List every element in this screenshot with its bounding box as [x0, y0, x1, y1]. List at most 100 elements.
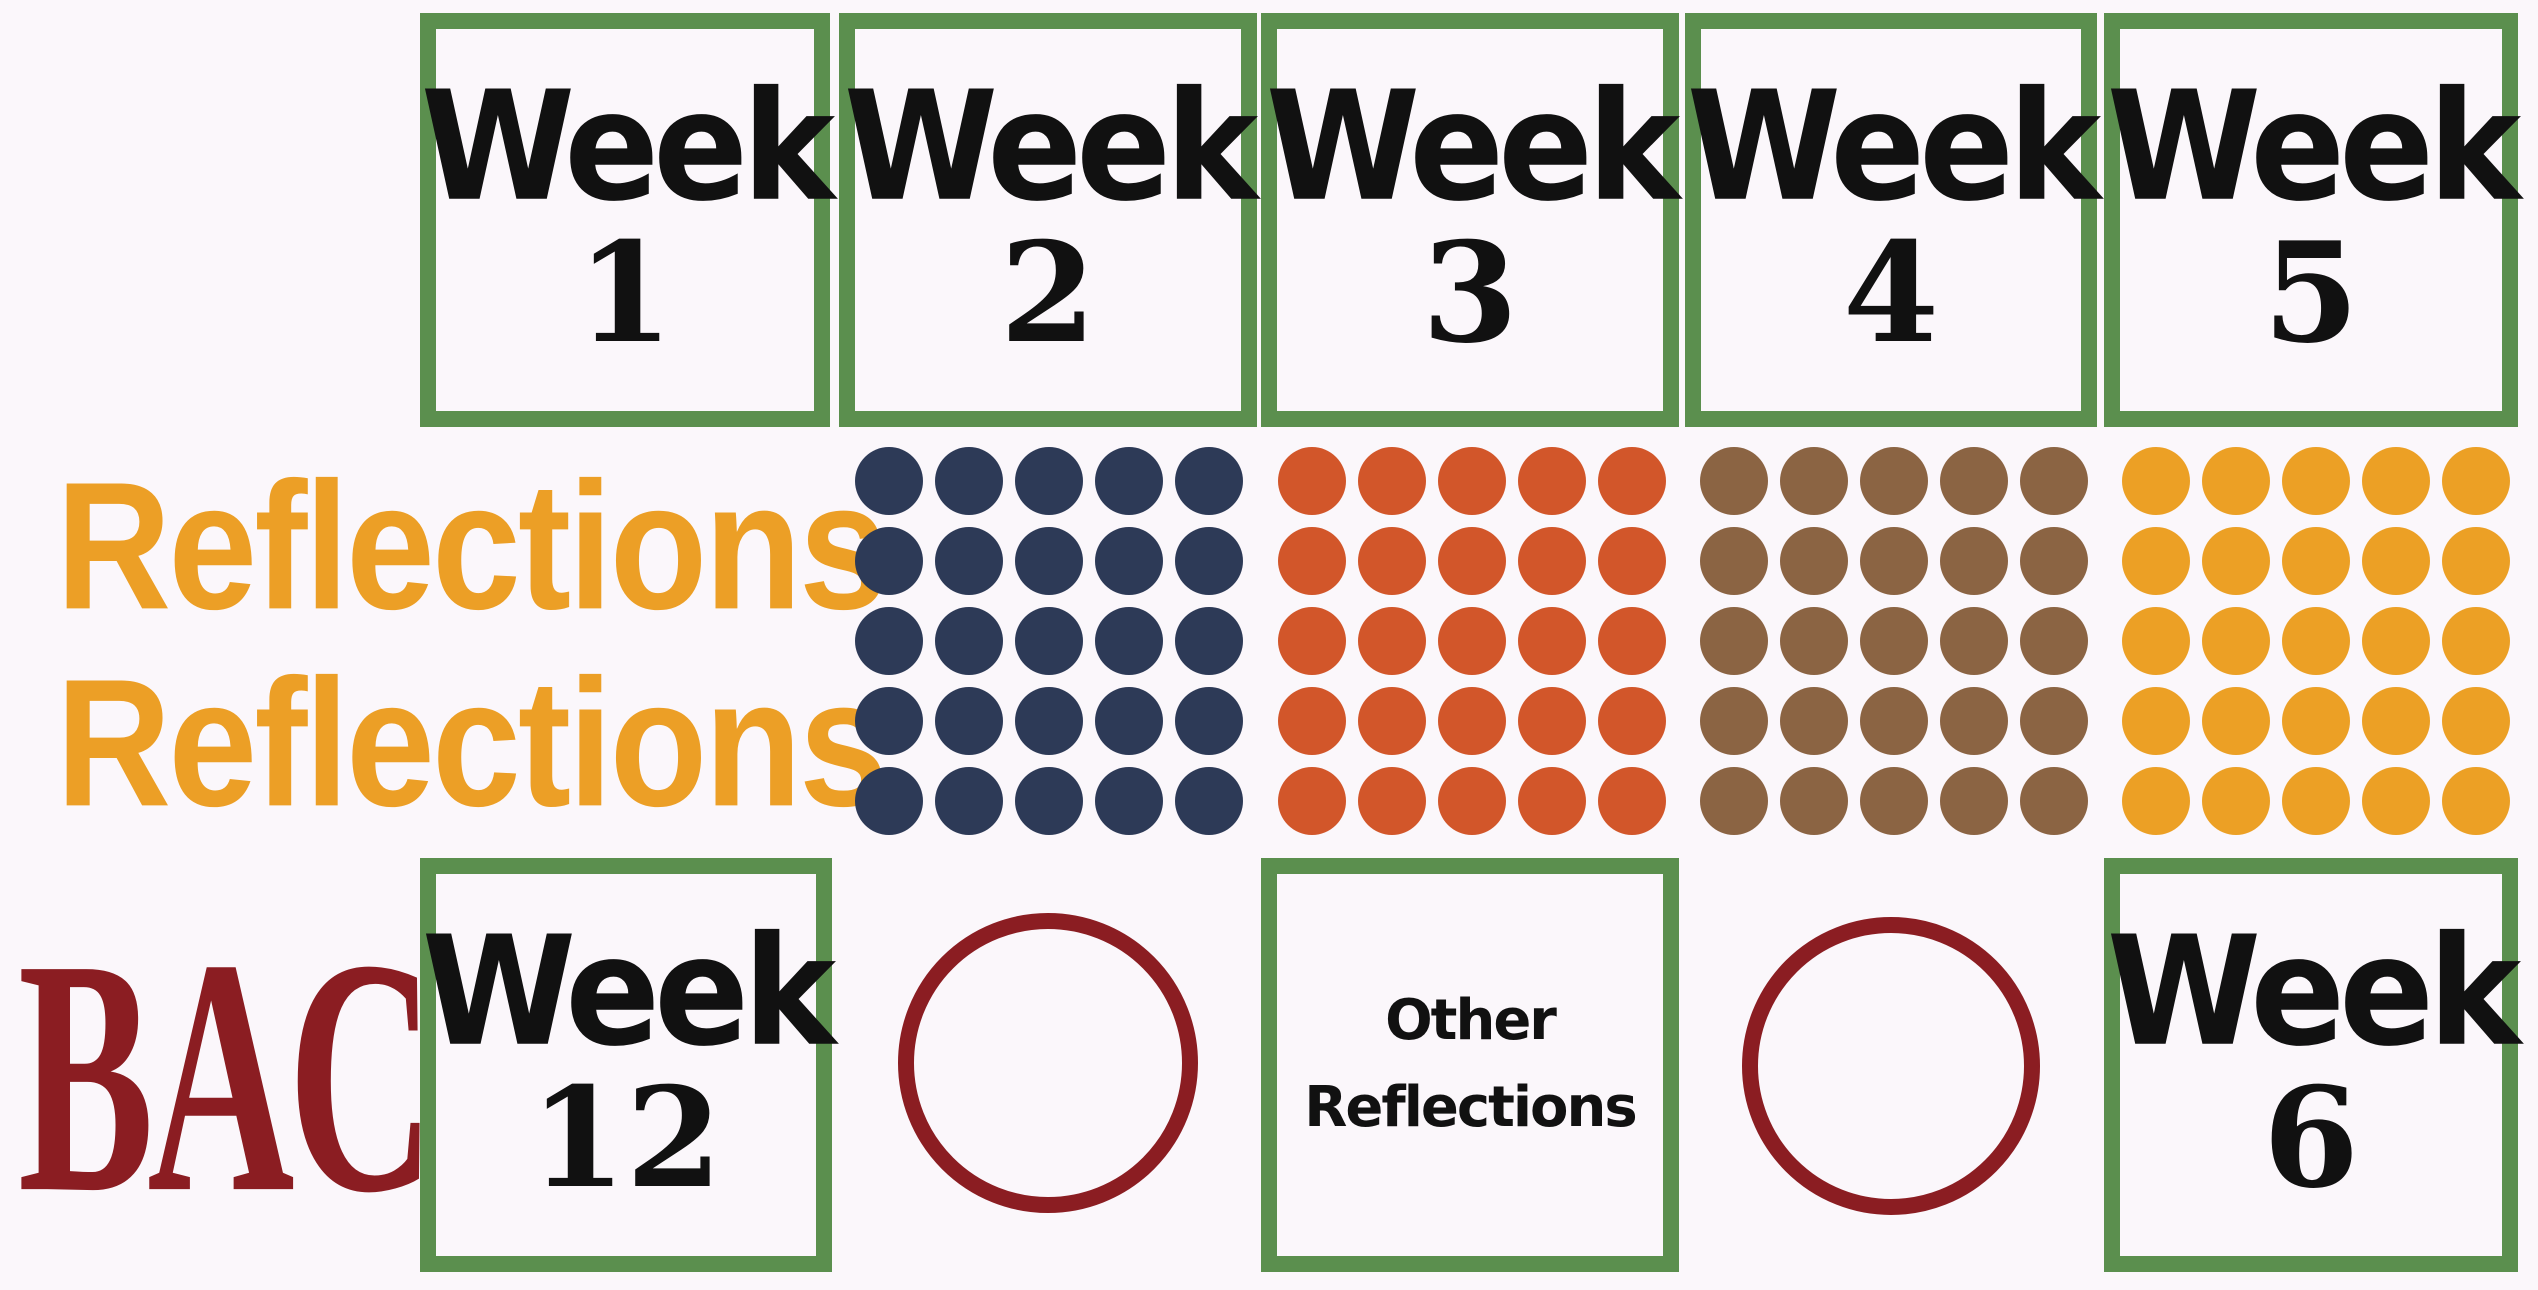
- navy-dot: [1015, 447, 1083, 515]
- brown-dot: [1940, 447, 2008, 515]
- amber-dot: [2442, 447, 2510, 515]
- brown-dot: [1780, 527, 1848, 595]
- amber-dot: [2122, 687, 2190, 755]
- amber-dot: [2362, 447, 2430, 515]
- amber-dot: [2202, 767, 2270, 835]
- navy-dot: [935, 527, 1003, 595]
- dot-grid-brown: [1700, 447, 2088, 835]
- brown-dot: [1860, 767, 1928, 835]
- brown-dot: [1940, 687, 2008, 755]
- navy-dot: [1015, 767, 1083, 835]
- week-6-tile[interactable]: Week 6: [2104, 858, 2521, 1272]
- orange-dot: [1598, 767, 1666, 835]
- navy-dot: [1095, 527, 1163, 595]
- brown-dot: [1700, 767, 1768, 835]
- week-number: 12: [529, 1056, 723, 1219]
- orange-dot: [1518, 687, 1586, 755]
- week-label: Week: [2106, 904, 2521, 1081]
- navy-dot: [855, 767, 923, 835]
- week-1-tile[interactable]: Week 1: [420, 13, 835, 427]
- week-label: Week: [420, 59, 835, 236]
- brown-dot: [2020, 767, 2088, 835]
- brown-dot: [1860, 687, 1928, 755]
- dot-grid-orange: [1278, 447, 1666, 835]
- brown-dot: [2020, 607, 2088, 675]
- navy-dot: [1175, 607, 1243, 675]
- week-number: 4: [1842, 211, 1940, 374]
- amber-dot: [2122, 447, 2190, 515]
- ring-button-left[interactable]: [898, 913, 1198, 1213]
- brown-dot: [1700, 527, 1768, 595]
- amber-dot: [2362, 767, 2430, 835]
- navy-dot: [935, 687, 1003, 755]
- amber-dot: [2202, 527, 2270, 595]
- orange-dot: [1278, 527, 1346, 595]
- amber-dot: [2362, 607, 2430, 675]
- orange-dot: [1438, 527, 1506, 595]
- amber-dot: [2442, 527, 2510, 595]
- week-number: 1: [576, 211, 674, 374]
- reflections-heading-2[interactable]: Reflections: [56, 641, 888, 845]
- brown-dot: [1940, 527, 2008, 595]
- navy-dot: [855, 447, 923, 515]
- orange-dot: [1438, 767, 1506, 835]
- other-reflections-tile[interactable]: Other Reflections: [1261, 858, 1679, 1272]
- brown-dot: [1860, 527, 1928, 595]
- orange-dot: [1278, 687, 1346, 755]
- week-label: Week: [1686, 59, 2101, 236]
- orange-dot: [1518, 607, 1586, 675]
- navy-dot: [935, 607, 1003, 675]
- brown-dot: [1780, 447, 1848, 515]
- ring-button-right[interactable]: [1742, 917, 2040, 1215]
- reflections-heading-1[interactable]: Reflections: [56, 444, 888, 648]
- brown-dot: [1860, 607, 1928, 675]
- orange-dot: [1438, 447, 1506, 515]
- orange-dot: [1518, 447, 1586, 515]
- week-12-tile[interactable]: Week 12: [420, 858, 836, 1272]
- brown-dot: [2020, 527, 2088, 595]
- amber-dot: [2362, 527, 2430, 595]
- week-4-tile[interactable]: Week 4: [1685, 13, 2101, 427]
- week-5-tile[interactable]: Week 5: [2104, 13, 2521, 427]
- navy-dot: [935, 767, 1003, 835]
- brown-dot: [1940, 767, 2008, 835]
- navy-dot: [935, 447, 1003, 515]
- amber-dot: [2202, 687, 2270, 755]
- amber-dot: [2122, 607, 2190, 675]
- amber-dot: [2442, 767, 2510, 835]
- amber-dot: [2282, 447, 2350, 515]
- brown-dot: [1780, 687, 1848, 755]
- brown-dot: [1860, 447, 1928, 515]
- amber-dot: [2362, 687, 2430, 755]
- dot-grid-amber: [2122, 447, 2510, 835]
- navy-dot: [1175, 687, 1243, 755]
- navy-dot: [855, 607, 923, 675]
- brown-dot: [2020, 687, 2088, 755]
- amber-dot: [2122, 527, 2190, 595]
- amber-dot: [2282, 527, 2350, 595]
- dot-grid-navy: [855, 447, 1243, 835]
- brown-dot: [1780, 607, 1848, 675]
- amber-dot: [2282, 767, 2350, 835]
- week-label: Week: [421, 904, 836, 1081]
- orange-dot: [1358, 527, 1426, 595]
- orange-dot: [1358, 447, 1426, 515]
- week-number: 3: [1421, 211, 1519, 374]
- back-button[interactable]: BACK: [18, 890, 587, 1262]
- orange-dot: [1598, 527, 1666, 595]
- reflections-label: Reflections: [1304, 1075, 1637, 1140]
- navy-dot: [1175, 527, 1243, 595]
- navy-dot: [1015, 687, 1083, 755]
- navy-dot: [1095, 447, 1163, 515]
- orange-dot: [1598, 447, 1666, 515]
- orange-dot: [1278, 767, 1346, 835]
- week-number: 6: [2262, 1056, 2360, 1219]
- week-3-tile[interactable]: Week 3: [1261, 13, 1680, 427]
- navy-dot: [1175, 447, 1243, 515]
- other-label: Other: [1385, 988, 1557, 1054]
- week-label: Week: [843, 59, 1258, 236]
- amber-dot: [2122, 767, 2190, 835]
- amber-dot: [2202, 447, 2270, 515]
- week-2-tile[interactable]: Week 2: [839, 13, 1258, 427]
- orange-dot: [1518, 527, 1586, 595]
